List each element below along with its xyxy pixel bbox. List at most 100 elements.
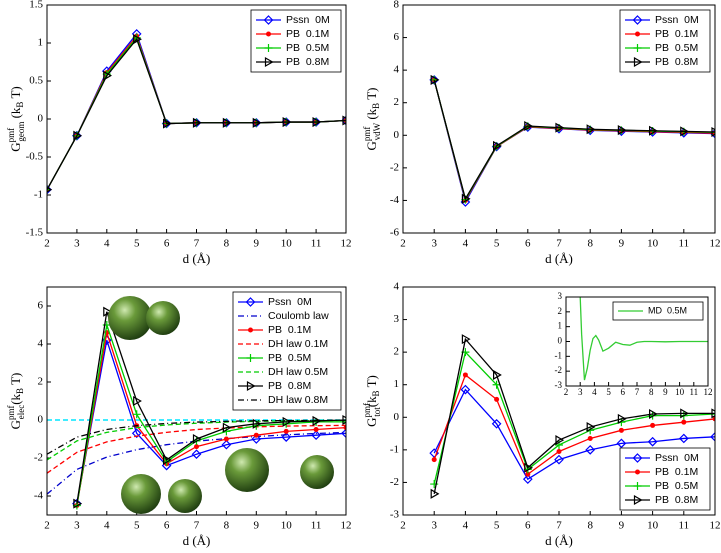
x-tick-label: 3 [431,238,437,250]
x-tick-label: 11 [689,387,698,397]
y-tick-label: -2 [390,476,399,488]
marker [266,31,271,37]
marker [554,454,564,465]
legend-label: Pssn 0M [655,14,699,26]
label-unit-end: T) [8,86,23,101]
x-tick-label: 9 [663,387,668,397]
marker [194,444,199,450]
legend-label: DH law 0.1M [268,338,328,350]
y-tick-label: 0 [394,411,400,423]
y-tick-label: 0 [38,113,44,125]
marker [632,15,643,25]
x-tick-label: 2 [400,238,406,250]
marker [192,433,202,445]
marker [192,117,202,128]
x-tick-label: 11 [311,520,322,532]
series-line [47,37,346,190]
label-sup: pmf [6,128,16,143]
x-tick-label: 6 [525,520,531,532]
label-unit-end: T) [8,373,23,388]
marker [264,44,273,52]
legend: Pssn 0M PB 0.1M PB 0.5M PB 0.8M [250,9,342,73]
marker [245,297,256,307]
marker [343,425,346,431]
marker [263,15,274,25]
y-tick-label: 1 [558,321,563,331]
y-tick-label: 4 [38,338,44,350]
label-base: G [8,142,23,151]
sphere-illustration [121,474,161,514]
x-tick-label: 2 [400,520,406,532]
marker [711,408,715,419]
x-tick-label: 5 [494,238,500,250]
x-tick-label: 3 [74,520,80,532]
y-tick-label: -1.5 [26,227,44,239]
marker [460,384,471,395]
series-line [47,424,346,474]
x-tick-label: 8 [587,520,593,532]
marker [103,306,113,317]
marker [586,124,596,135]
label-unit: (k [364,396,379,407]
marker [283,428,289,434]
marker [461,334,471,345]
marker [248,327,253,333]
marker [635,31,640,37]
marker [222,422,232,433]
marker [648,125,658,136]
marker [191,449,202,460]
marker [647,436,658,447]
marker [633,56,643,68]
label-unit: (k [8,393,23,404]
marker [133,395,142,407]
y-tick-label: 4 [394,64,400,76]
label-base: G [364,417,379,426]
x-tick-label: 11 [679,520,690,532]
x-axis-label: d (Å) [183,251,211,266]
x-tick-label: 5 [134,520,140,532]
series-line [76,332,346,506]
y-tick-label: -0.5 [26,151,44,163]
marker [491,418,502,429]
x-tick-label: 5 [494,520,500,532]
x-tick-label: 12 [704,387,713,397]
x-tick-label: 9 [254,238,260,250]
marker [282,117,292,128]
x-tick-label: 4 [592,387,597,397]
x-tick-label: 9 [254,520,260,532]
legend: Pssn 0M PB 0.1M PB 0.5M PB 0.8M [619,447,711,511]
x-tick-label: 3 [578,387,583,397]
marker [632,453,643,463]
label-unit-sub: B [15,102,25,108]
marker [712,416,715,422]
legend: MD 0.5M [612,301,704,321]
legend-box [612,301,704,321]
series-line [579,297,708,381]
marker [648,408,658,420]
marker [681,419,687,425]
marker [617,413,627,424]
marker [282,416,292,427]
marker [494,396,500,402]
y-tick-label: -2 [390,161,399,173]
sphere-illustration [300,455,334,489]
marker [462,372,468,378]
legend-label: DH law 0.8M [268,394,328,406]
marker [163,118,172,129]
marker [253,432,259,438]
axes-box [565,296,709,387]
x-tick-label: 3 [431,520,437,532]
x-tick-label: 6 [164,520,170,532]
legend-label: MD 0.5M [648,305,687,315]
legend-label: PB 0.1M [655,28,698,40]
marker [342,115,346,126]
y-tick-label: -1 [34,189,43,201]
marker [524,462,534,473]
series-line [433,350,715,485]
plot [579,297,708,381]
marker [132,410,141,419]
marker [633,44,642,52]
label-unit: (k [364,108,379,123]
marker [586,422,596,433]
